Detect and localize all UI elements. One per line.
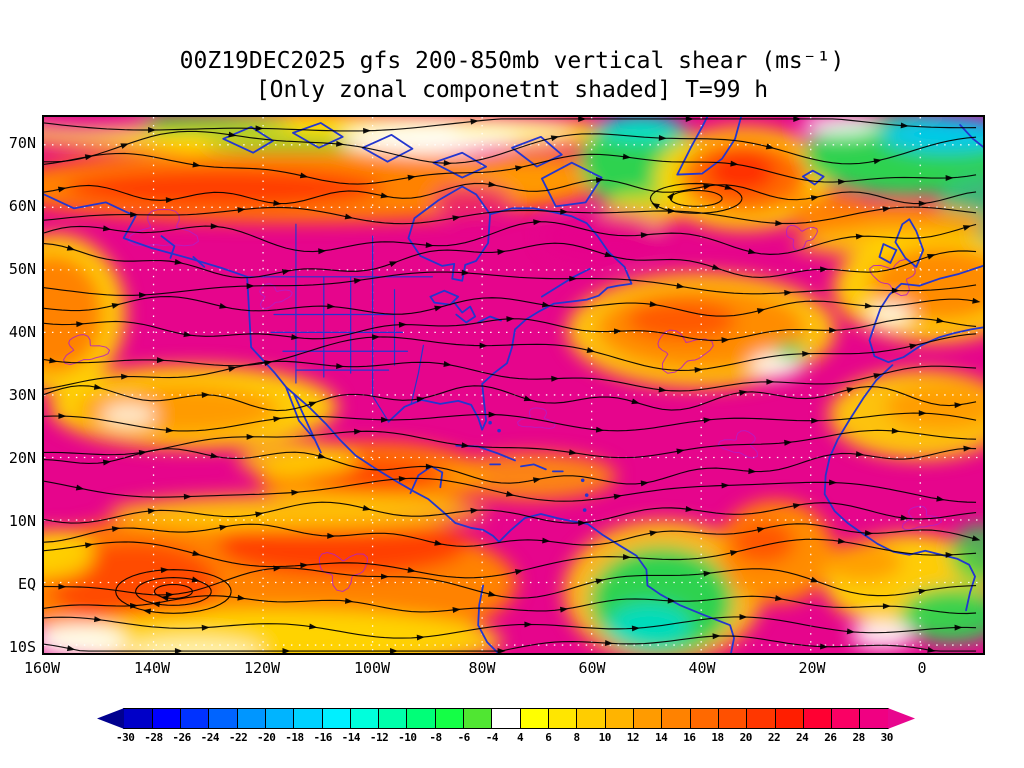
colorbar-tick-label: 22 bbox=[767, 731, 781, 744]
colorbar-tick-label: 14 bbox=[655, 731, 668, 744]
colorbar-segment bbox=[179, 708, 210, 729]
colorbar-segment bbox=[349, 708, 380, 729]
colorbar-tick-label: -6 bbox=[457, 731, 471, 744]
colorbar-segment bbox=[717, 708, 748, 729]
map-plot-area bbox=[42, 115, 985, 655]
colorbar-segment bbox=[519, 708, 549, 729]
y-tick-label: 10N bbox=[8, 512, 36, 530]
x-axis-longitude: 160W 140W 120W 100W 80W 60W 40W 20W 0 bbox=[24, 659, 985, 681]
colorbar-segment bbox=[548, 708, 578, 729]
colorbar-tick-label: 16 bbox=[683, 731, 696, 744]
x-tick-label: 80W bbox=[468, 659, 496, 677]
colorbar-tick-label: -20 bbox=[257, 731, 276, 744]
colorbar-tick-label: 24 bbox=[796, 731, 809, 744]
colorbar-tick-label: 10 bbox=[598, 731, 612, 744]
x-tick-label: 160W bbox=[23, 659, 61, 677]
y-tick-label: 30N bbox=[8, 386, 36, 404]
colorbar-segment bbox=[406, 708, 436, 729]
colorbar-tick-label: -14 bbox=[341, 731, 361, 744]
colorbar-segment bbox=[236, 708, 266, 729]
colorbar-segment bbox=[632, 708, 663, 729]
colorbar-tick-label: -26 bbox=[172, 731, 191, 744]
colorbar-tick-label: -18 bbox=[285, 731, 304, 744]
x-tick-label: 140W bbox=[133, 659, 171, 677]
colorbar-segment bbox=[208, 708, 238, 729]
colorbar-tick-label: -28 bbox=[144, 731, 163, 744]
colorbar-tick-label: -8 bbox=[429, 731, 442, 744]
colorbar-segment bbox=[887, 708, 916, 729]
x-tick-label: 60W bbox=[578, 659, 606, 677]
colorbar-segment bbox=[378, 708, 408, 729]
colorbar-tick-label: 6 bbox=[545, 731, 552, 744]
chart-title: 00Z19DEC2025 gfs 200-850mb vertical shea… bbox=[179, 48, 845, 74]
colorbar-segment bbox=[264, 708, 295, 729]
colorbar-tick-label: 12 bbox=[626, 731, 640, 744]
colorbar-segment bbox=[661, 708, 691, 729]
streamlines-layer bbox=[44, 117, 981, 653]
coastlines-layer bbox=[44, 117, 983, 653]
x-tick-label: 0 bbox=[917, 659, 927, 677]
colorbar-segment bbox=[576, 708, 606, 729]
y-tick-label: 10S bbox=[8, 638, 36, 656]
y-tick-label: 60N bbox=[8, 197, 36, 215]
colorbar-segment bbox=[802, 708, 833, 729]
colorbar-segment bbox=[321, 708, 351, 729]
y-tick-label: 70N bbox=[8, 134, 36, 152]
colorbar-segment bbox=[97, 708, 125, 729]
colorbar-segment bbox=[774, 708, 804, 729]
colorbar-tick-label: -16 bbox=[313, 731, 332, 744]
colorbar-tick-label: -12 bbox=[369, 731, 389, 744]
colorbar-tick-label: 4 bbox=[517, 731, 524, 744]
colorbar-segment bbox=[491, 708, 521, 729]
colorbar-tick-labels: -30 -28 -26 -24 -22 -20 -18 -16 -14 -12 -10 -8 -6 -4 4… bbox=[97, 731, 915, 745]
colorbar-segment bbox=[463, 708, 493, 729]
colorbar-tick-label: 30 bbox=[880, 731, 894, 744]
colorbar-segment bbox=[746, 708, 776, 729]
colorbar-tick-label: 8 bbox=[573, 731, 580, 744]
map-canvas bbox=[44, 117, 983, 653]
x-tick-label: 40W bbox=[688, 659, 716, 677]
colorbar-tick-label: -10 bbox=[398, 731, 417, 744]
colorbar-segment bbox=[434, 708, 465, 729]
colorbar-segment bbox=[689, 708, 719, 729]
colorbar-segment bbox=[859, 708, 889, 729]
x-tick-label: 20W bbox=[798, 659, 826, 677]
colorbar-segment bbox=[123, 708, 153, 729]
x-tick-label: 120W bbox=[243, 659, 281, 677]
x-tick-label: 100W bbox=[353, 659, 391, 677]
colorbar-tick-label: 20 bbox=[739, 731, 753, 744]
colorbar-tick-label: -22 bbox=[228, 731, 248, 744]
colorbar-tick-label: -30 bbox=[116, 731, 135, 744]
colorbar-tick-label: 28 bbox=[852, 731, 865, 744]
y-tick-label: 50N bbox=[8, 260, 36, 278]
colorbar-tick-label: 26 bbox=[824, 731, 837, 744]
colorbar-segment bbox=[604, 708, 634, 729]
chart-subtitle: [Only zonal componetnt shaded] T=99 h bbox=[255, 77, 769, 103]
y-axis-latitude: 70N 60N 50N 40N 30N 20N 10N EQ 10S bbox=[0, 115, 38, 656]
colorbar-segment bbox=[151, 708, 181, 729]
y-tick-label: EQ bbox=[17, 575, 36, 593]
y-tick-label: 40N bbox=[8, 323, 36, 341]
y-tick-label: 20N bbox=[8, 449, 36, 467]
colorbar-tick-label: -24 bbox=[200, 731, 220, 744]
colorbar bbox=[97, 708, 916, 729]
colorbar-tick-label: -4 bbox=[485, 731, 499, 744]
colorbar-segment bbox=[293, 708, 323, 729]
colorbar-tick-label: 18 bbox=[711, 731, 724, 744]
colorbar-segment bbox=[831, 708, 861, 729]
